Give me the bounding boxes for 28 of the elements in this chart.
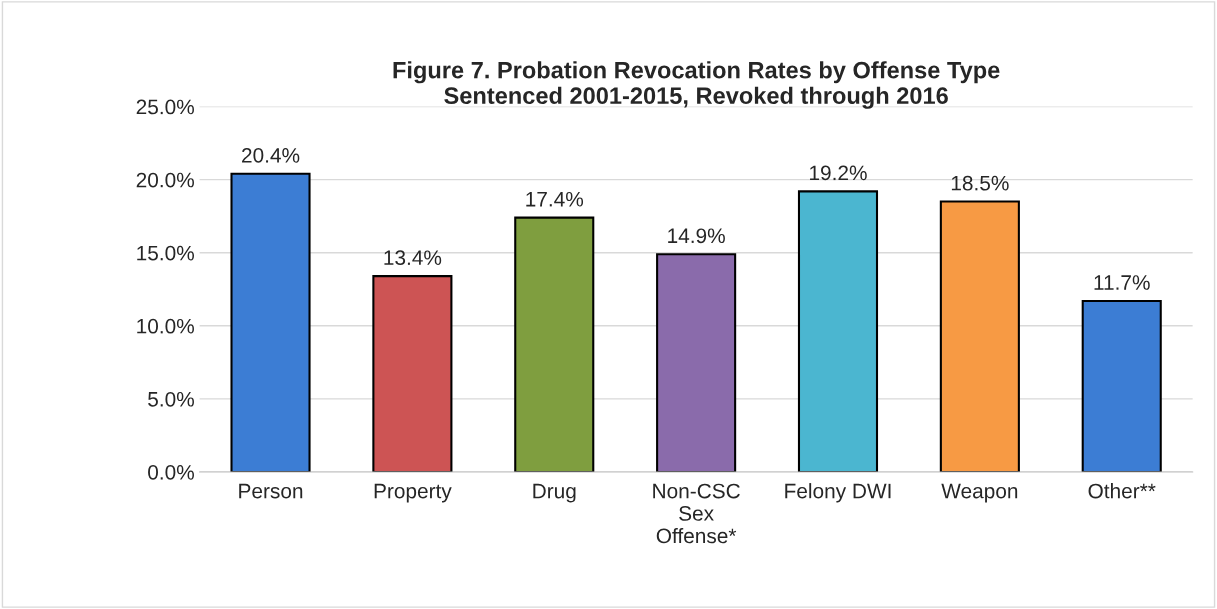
x-tick-label: Non-CSC Sex Offense* <box>653 483 740 544</box>
data-label: 14.9% <box>668 228 725 244</box>
chart-title: Figure 7. Probation Revocation Rates by Offense Type Sentenced 2001-2015, Revoked through 2016 <box>393 61 1000 109</box>
bar <box>797 190 879 472</box>
y-tick-label: 5.0% <box>148 391 194 407</box>
data-label: 11.7% <box>1094 275 1150 290</box>
x-tick-label: Property <box>374 483 452 503</box>
data-label: 19.2% <box>810 165 867 181</box>
y-tick-label: 25.0% <box>136 99 194 115</box>
data-label: 20.4% <box>242 147 300 163</box>
bar <box>514 216 595 472</box>
x-tick-label: Other** <box>1088 483 1156 499</box>
x-tick-label: Weapon <box>941 483 1018 503</box>
x-tick-label: Person <box>239 483 303 499</box>
bar <box>1081 299 1162 472</box>
y-tick-label: 20.0% <box>136 172 194 188</box>
y-tick-label: 15.0% <box>137 245 194 261</box>
bar <box>230 172 311 472</box>
y-tick-label: 10.0% <box>137 318 194 334</box>
bar <box>939 200 1020 472</box>
x-tick-label: Drug <box>533 483 576 503</box>
data-label: 17.4% <box>526 191 584 207</box>
data-label: 13.4% <box>384 250 442 266</box>
bar <box>656 253 737 472</box>
y-tick-label: 0.0% <box>148 464 194 480</box>
bar <box>372 275 453 472</box>
x-tick-label: Felony DWI <box>785 483 891 503</box>
data-label: 18.5% <box>951 175 1009 191</box>
